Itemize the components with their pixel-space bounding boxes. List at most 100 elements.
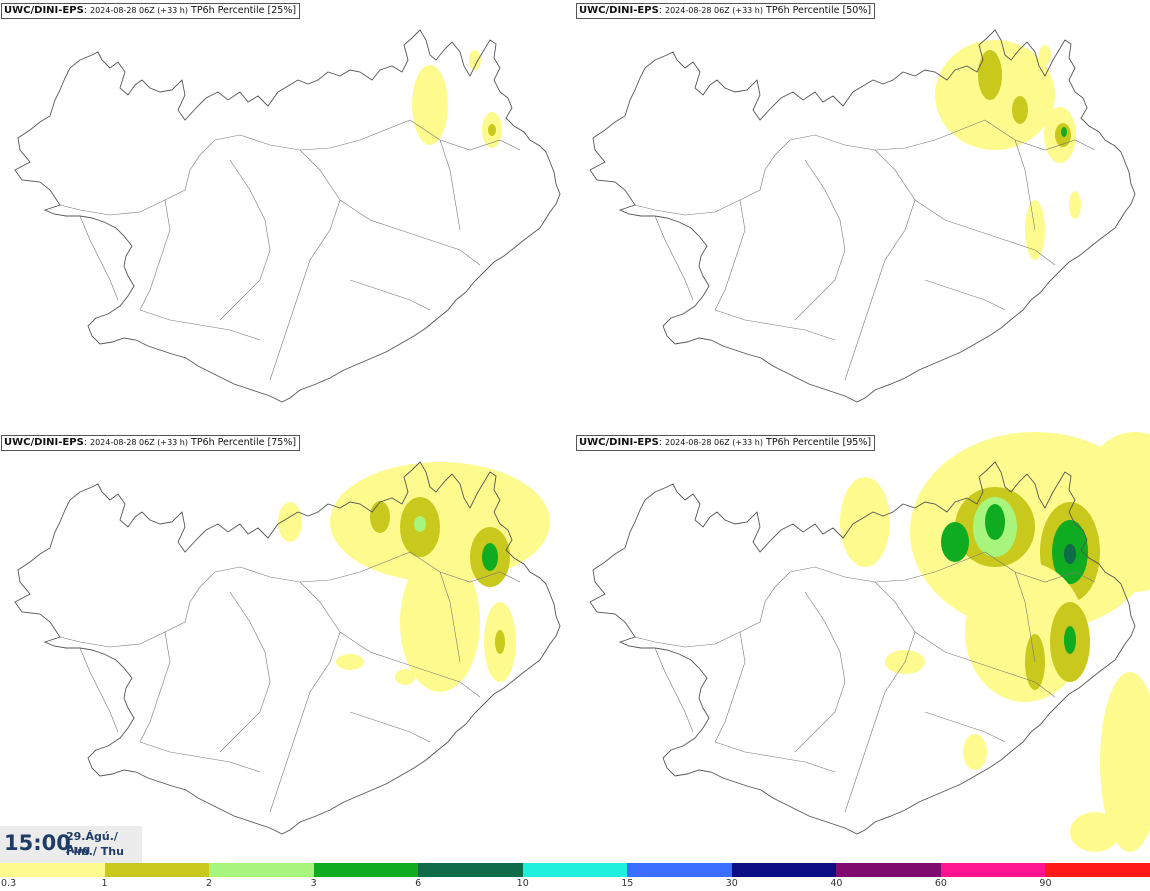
road-line <box>139 631 171 743</box>
road-line <box>349 711 431 743</box>
road-line <box>139 741 261 773</box>
legend-label: 40 <box>830 878 843 889</box>
model-name: UWC/DINI-EPS <box>579 5 659 16</box>
legend-label: 2 <box>206 878 213 889</box>
road-line <box>439 571 461 663</box>
legend-label: 6 <box>415 878 422 889</box>
road-line <box>914 199 1056 266</box>
road-line <box>714 199 746 311</box>
precip-contour <box>944 73 956 97</box>
road-line <box>339 631 481 698</box>
legend-color-bar <box>0 863 1150 877</box>
field-name: TP6h Percentile [75%] <box>191 437 297 448</box>
precip-field <box>840 432 1150 852</box>
road-line <box>844 149 916 381</box>
run-time: 2024-08-28 06Z (+33 h) <box>665 6 763 15</box>
valid-time: 15:00 <box>4 831 71 855</box>
iceland-map <box>589 432 1150 852</box>
precip-contour <box>840 477 890 567</box>
field-name: TP6h Percentile [95%] <box>766 437 872 448</box>
precip-field <box>935 40 1081 260</box>
field-name: TP6h Percentile [25%] <box>191 5 297 16</box>
road-line <box>924 279 1006 311</box>
legend-label: 0.3 <box>1 878 17 889</box>
legend-swatch <box>522 863 628 877</box>
road-line <box>794 591 846 753</box>
legend-labels: 0.3 1 2 3 6 10 15 30 40 60 90 <box>0 877 1150 891</box>
run-time: 2024-08-28 06Z (+33 h) <box>665 438 763 447</box>
road-line <box>59 551 411 648</box>
legend-label: 60 <box>934 878 947 889</box>
road-line <box>634 551 986 648</box>
road-line <box>409 551 521 583</box>
legend-swatch <box>0 863 105 877</box>
panel-title: UWC/DINI-EPS: 2024-08-28 06Z (+33 h) TP6… <box>576 3 876 19</box>
road-line <box>984 119 1096 151</box>
precip-contour <box>1070 812 1120 852</box>
run-time: 2024-08-28 06Z (+33 h) <box>90 6 188 15</box>
road-line <box>714 631 746 743</box>
precip-contour <box>278 502 302 542</box>
legend-label: 30 <box>725 878 738 889</box>
precip-field <box>278 462 550 692</box>
road-line <box>984 551 1096 583</box>
legend-swatch <box>940 863 1046 877</box>
map-panel-p75: UWC/DINI-EPS: 2024-08-28 06Z (+33 h) TP6… <box>0 432 575 864</box>
road-line <box>924 711 1006 743</box>
precip-contour <box>1064 544 1076 564</box>
iceland-map <box>14 29 561 403</box>
valid-time-box: 15:00 29.Ágú./ Aug Fim./ Thu <box>0 826 142 863</box>
valid-weekday: Fim./ Thu <box>66 845 124 858</box>
precip-contour <box>978 50 1002 100</box>
legend-label: 10 <box>516 878 529 889</box>
road-line <box>914 631 1056 698</box>
road-line <box>79 647 119 733</box>
precip-legend: 0.3 1 2 3 6 10 15 30 40 60 90 <box>0 863 1150 891</box>
model-name: UWC/DINI-EPS <box>579 437 659 448</box>
precip-contour <box>469 50 481 70</box>
road-line <box>439 139 461 231</box>
legend-label: 1 <box>101 878 108 889</box>
road-line <box>714 309 836 341</box>
road-line <box>844 581 916 813</box>
road-line <box>339 199 481 266</box>
road-line <box>79 215 119 301</box>
legend-swatch <box>209 863 314 877</box>
legend-swatch <box>104 863 210 877</box>
road-line <box>219 159 271 321</box>
legend-label: 3 <box>310 878 317 889</box>
road-line <box>139 309 261 341</box>
precip-contour <box>1069 191 1081 219</box>
precip-contour <box>941 522 969 562</box>
precip-contour <box>1039 45 1051 65</box>
legend-swatch <box>418 863 523 877</box>
legend-label: 15 <box>621 878 634 889</box>
coastline <box>14 29 561 403</box>
precip-contour <box>370 501 390 533</box>
road-line <box>714 741 836 773</box>
panel-title: UWC/DINI-EPS: 2024-08-28 06Z (+33 h) TP6… <box>576 435 876 451</box>
road-line <box>794 159 846 321</box>
map-panel-p25: UWC/DINI-EPS: 2024-08-28 06Z (+33 h) TP6… <box>0 0 575 432</box>
map-panel-p95: UWC/DINI-EPS: 2024-08-28 06Z (+33 h) TP6… <box>575 432 1150 864</box>
legend-swatch <box>627 863 732 877</box>
precip-contour <box>963 734 987 770</box>
road-line <box>634 119 986 216</box>
precip-contour <box>412 65 448 145</box>
road-line <box>654 647 694 733</box>
road-line <box>349 279 431 311</box>
coastline <box>14 461 561 835</box>
precip-contour <box>336 654 364 670</box>
precip-contour <box>414 516 426 532</box>
coastline <box>589 461 1136 835</box>
map-panel-p50: UWC/DINI-EPS: 2024-08-28 06Z (+33 h) TP6… <box>575 0 1150 432</box>
field-name: TP6h Percentile [50%] <box>766 5 872 16</box>
road-line <box>269 149 341 381</box>
legend-swatch <box>313 863 419 877</box>
legend-label: 90 <box>1039 878 1052 889</box>
road-line <box>654 215 694 301</box>
panel-title: UWC/DINI-EPS: 2024-08-28 06Z (+33 h) TP6… <box>1 435 301 451</box>
iceland-map <box>589 29 1136 403</box>
precip-field <box>412 50 502 148</box>
road-line <box>1014 571 1036 663</box>
